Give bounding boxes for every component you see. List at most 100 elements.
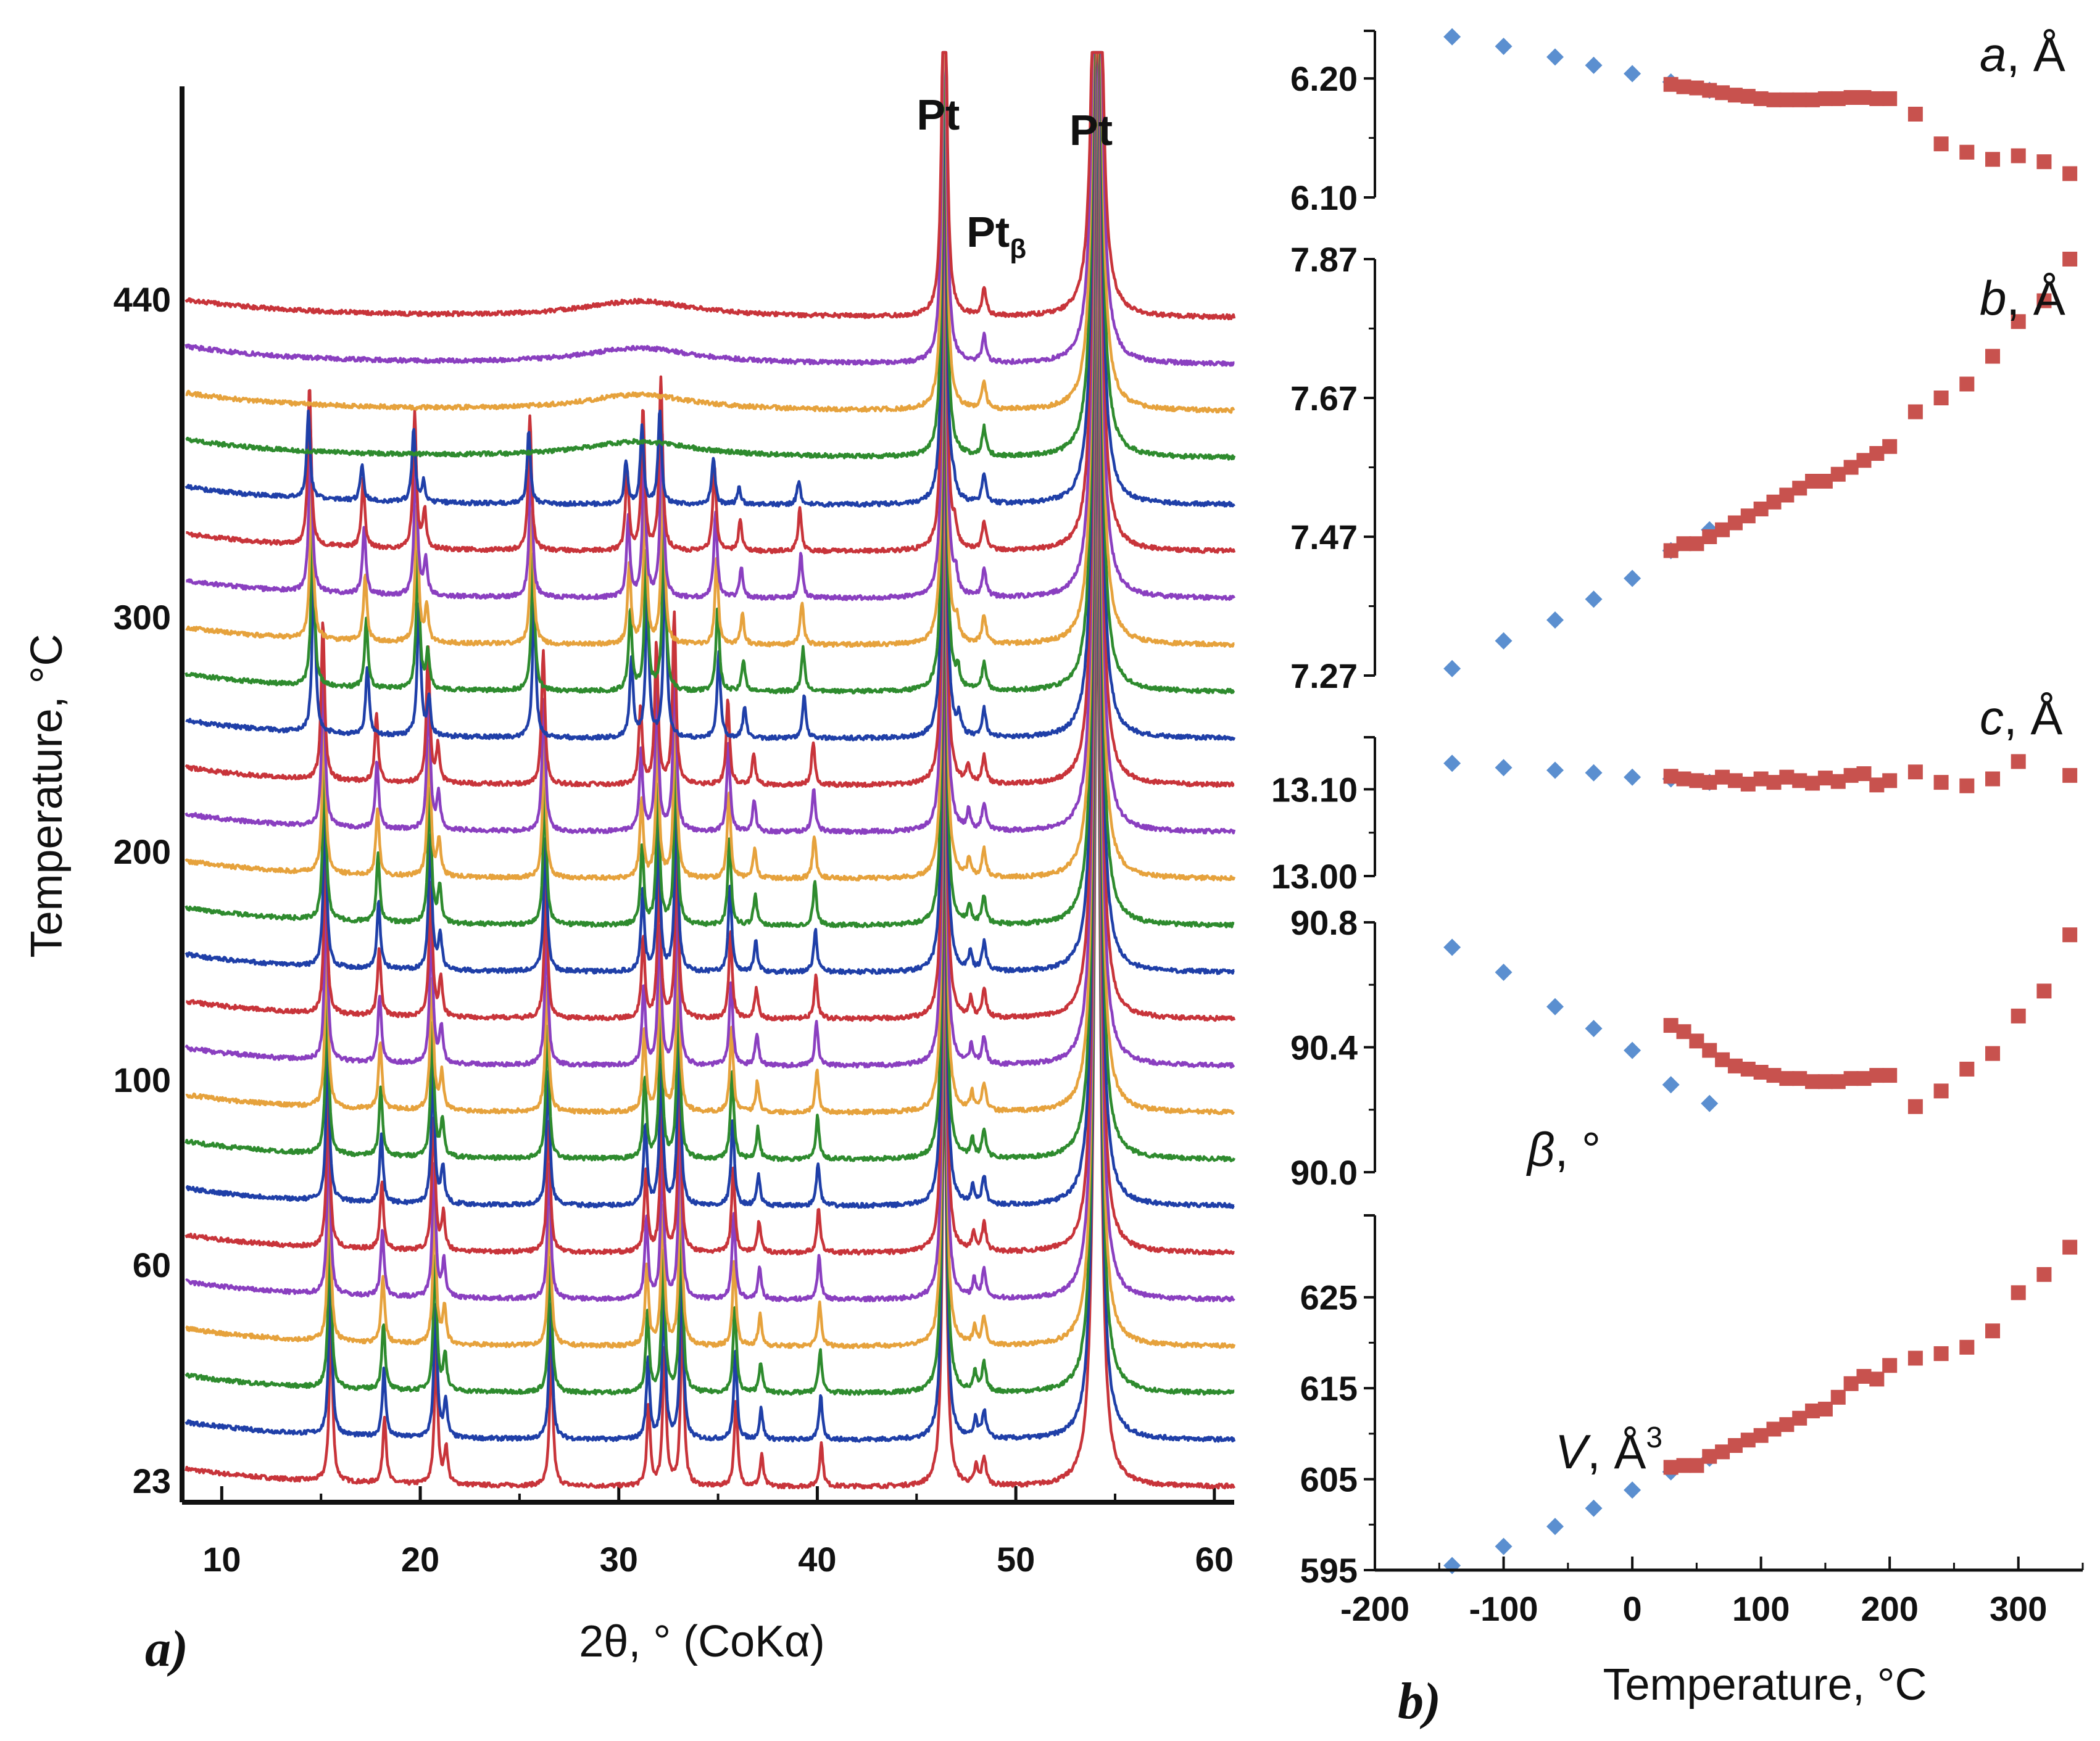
marker-beta-square	[1856, 1071, 1872, 1086]
subplot-label-unit: , Å	[1587, 1425, 1646, 1479]
xrd-pattern-4	[185, 384, 1235, 1303]
marker-V-square	[1985, 1323, 2001, 1339]
marker-a-square	[1792, 92, 1807, 107]
y-tick-label-440: 440	[114, 280, 171, 319]
marker-c-square	[1933, 775, 1949, 790]
marker-b-diamond	[1443, 660, 1461, 677]
xrd-pattern-25	[185, 51, 1236, 321]
marker-c-diamond	[1624, 768, 1641, 786]
subplot-a-label: a, Å	[1980, 27, 2065, 81]
marker-V-square	[1715, 1444, 1730, 1460]
x-tick-label-60: 60	[1195, 1540, 1234, 1579]
marker-a-square	[1933, 136, 1949, 152]
marker-V-square	[1805, 1403, 1820, 1418]
x-tick-label-40: 40	[798, 1540, 836, 1579]
marker-beta-square	[1869, 1068, 1885, 1083]
marker-a-square	[1830, 91, 1846, 106]
marker-V-square	[1869, 1371, 1885, 1387]
marker-beta-square	[1817, 1074, 1833, 1090]
subplot-V: 625 615 605 595 V, Å3	[1300, 1214, 2078, 1590]
marker-b-diamond	[1495, 632, 1513, 650]
xrd-pattern-20	[185, 51, 1236, 555]
marker-b-square	[1805, 474, 1820, 489]
peak-label-text: Pt	[1069, 106, 1113, 154]
subplot-label-symbol: V	[1555, 1425, 1592, 1479]
marker-b-square	[1817, 474, 1833, 489]
marker-c-square	[1959, 778, 1975, 793]
peak-label-2: Pt	[1069, 106, 1113, 154]
marker-c-square	[1817, 771, 1833, 786]
marker-V-square	[1817, 1402, 1833, 1417]
marker-c-square	[1753, 771, 1769, 787]
subplot-label-symbol: β	[1526, 1122, 1555, 1177]
marker-beta-diamond	[1443, 938, 1461, 956]
y-tick-label-300: 300	[114, 598, 171, 637]
xrd-pattern-14	[185, 51, 1236, 835]
xrd-pattern-3	[185, 429, 1236, 1349]
peak-label-1: Ptβ	[966, 208, 1026, 264]
marker-a-square	[1869, 91, 1885, 106]
marker-V-square	[1792, 1410, 1807, 1426]
marker-a-square	[1959, 144, 1975, 160]
marker-a-square	[2062, 166, 2078, 181]
marker-b-square	[2011, 314, 2026, 329]
panel-b-x-tick-label-200: 200	[1861, 1589, 1918, 1628]
marker-c-diamond	[1495, 759, 1513, 777]
subplot-label-unit: , °	[1555, 1122, 1601, 1177]
xrd-pattern-16	[185, 51, 1236, 742]
marker-a-square	[1985, 152, 2001, 167]
y-tick-label-60: 60	[133, 1246, 171, 1284]
marker-b-square	[1882, 439, 1898, 454]
subplot-a-tick-label: 6.20	[1290, 59, 1358, 98]
marker-b-square	[1792, 481, 1807, 496]
x-tick-label-30: 30	[600, 1540, 638, 1579]
marker-a-square	[1715, 85, 1730, 101]
marker-V-square	[1779, 1417, 1795, 1433]
xrd-pattern-22	[185, 51, 1236, 461]
xrd-pattern-12	[185, 51, 1235, 928]
xrd-pattern-13	[185, 51, 1236, 882]
marker-beta-square	[1727, 1058, 1743, 1073]
subplot-beta-tick-label: 90.8	[1290, 903, 1358, 942]
subplot-label-unit: , Å	[2006, 271, 2065, 325]
marker-c-square	[1727, 773, 1743, 788]
marker-c-square	[1663, 769, 1679, 784]
marker-beta-diamond	[1662, 1076, 1680, 1094]
marker-a-square	[1779, 92, 1795, 107]
panel-b-x-tick-label-300: 300	[1990, 1589, 2047, 1628]
marker-a-diamond	[1585, 56, 1603, 74]
marker-b-square	[1869, 446, 1885, 461]
marker-beta-square	[1740, 1061, 1756, 1077]
xrd-pattern-18	[185, 51, 1235, 648]
marker-beta-square	[1907, 1099, 1923, 1114]
xrd-pattern-11	[185, 56, 1235, 975]
subplot-V-label: V, Å3	[1555, 1421, 1662, 1479]
peak-label-text: Pt	[916, 91, 960, 139]
marker-V-square	[1753, 1428, 1769, 1443]
marker-beta-square	[1959, 1061, 1975, 1077]
panel-b-x-tick-label--100: -100	[1469, 1589, 1538, 1628]
marker-beta-diamond	[1701, 1094, 1719, 1112]
panel-b-x-tick-label--200: -200	[1340, 1589, 1409, 1628]
x-tick-label-50: 50	[997, 1540, 1035, 1579]
marker-beta-square	[2011, 1008, 2026, 1024]
marker-V-square	[1856, 1368, 1872, 1384]
marker-V-square	[1766, 1421, 1782, 1437]
subplot-b: 7.87 7.67 7.47 7.27 b, Å	[1290, 240, 2078, 695]
marker-c-diamond	[1443, 755, 1461, 772]
marker-beta-square	[1702, 1043, 1717, 1058]
marker-b-square	[1933, 391, 1949, 405]
marker-b-diamond	[1624, 569, 1641, 587]
marker-b-square	[2036, 293, 2052, 308]
marker-c-square	[1856, 766, 1872, 782]
peak-label-subscript: β	[1010, 234, 1026, 264]
subplot-a-tick-label: 6.10	[1290, 178, 1358, 217]
marker-b-diamond	[1585, 590, 1603, 608]
marker-V-diamond	[1624, 1481, 1641, 1499]
xrd-pattern-5	[185, 335, 1235, 1256]
marker-a-square	[1907, 107, 1923, 122]
subplot-beta: 90.8 90.4 90.0 β, °	[1290, 903, 2078, 1192]
marker-V-square	[1882, 1358, 1898, 1373]
xrd-pattern-9	[185, 151, 1235, 1069]
marker-beta-square	[2062, 927, 2078, 943]
